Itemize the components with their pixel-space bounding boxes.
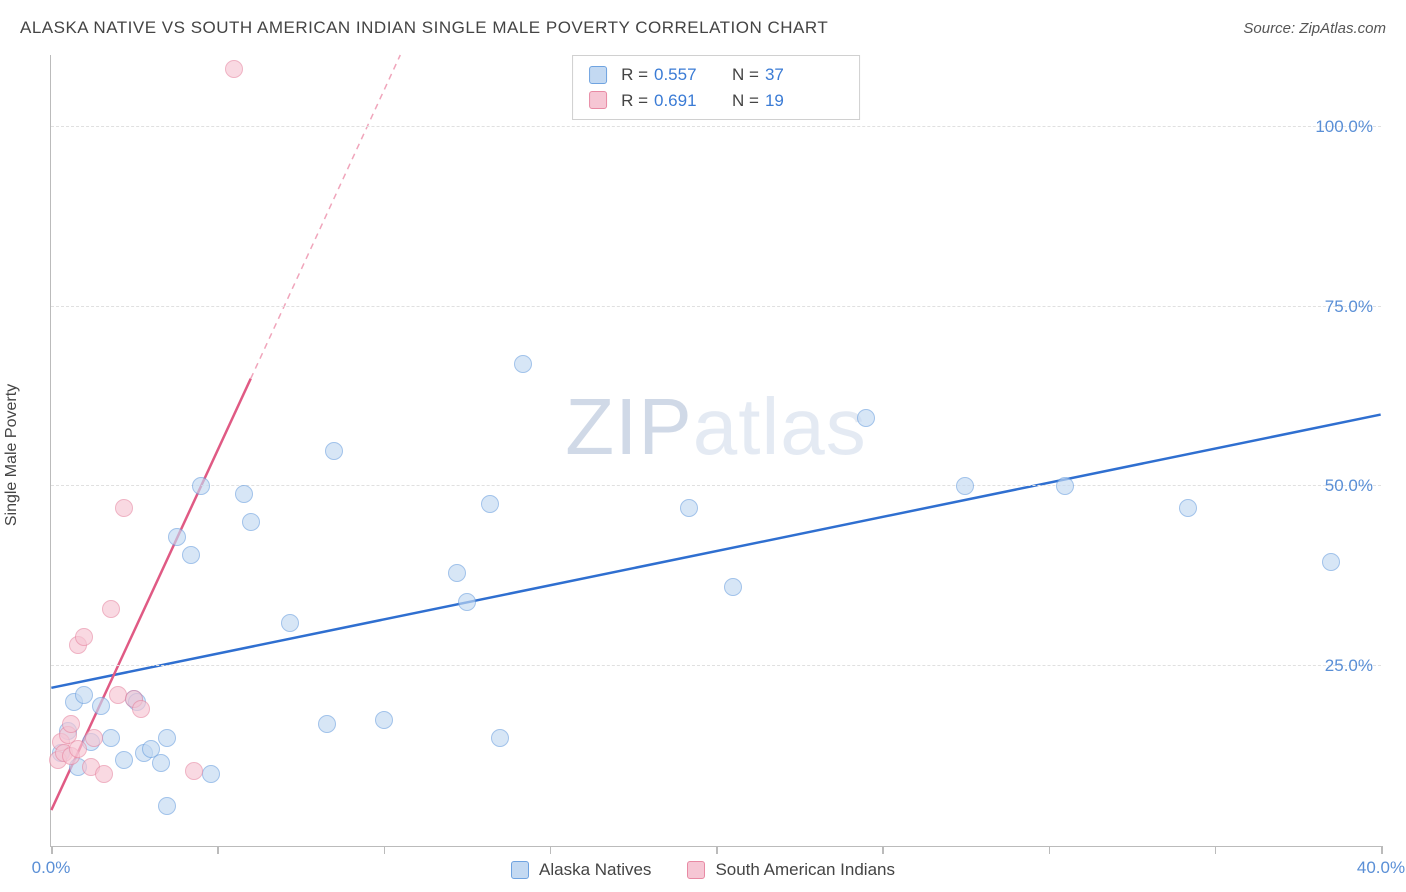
data-point	[109, 686, 127, 704]
n-label: N =	[732, 88, 759, 114]
data-point	[481, 495, 499, 513]
chart-title: ALASKA NATIVE VS SOUTH AMERICAN INDIAN S…	[20, 18, 828, 38]
x-tick	[217, 846, 219, 854]
x-tick	[716, 846, 718, 854]
gridline	[51, 126, 1381, 127]
data-point	[1179, 499, 1197, 517]
correlation-stats-box: R =0.557 N =37 R =0.691 N =19	[572, 55, 860, 120]
x-tick	[1381, 846, 1383, 854]
x-tick	[1049, 846, 1051, 854]
legend-label: Alaska Natives	[539, 860, 651, 880]
n-value: 37	[765, 62, 819, 88]
x-tick-label: 40.0%	[1357, 858, 1405, 878]
data-point	[102, 729, 120, 747]
x-tick	[882, 846, 884, 854]
data-point	[192, 477, 210, 495]
r-label: R =	[621, 62, 648, 88]
data-point	[1322, 553, 1340, 571]
x-tick-label: 0.0%	[32, 858, 71, 878]
y-axis-label: Single Male Poverty	[3, 384, 21, 526]
data-point	[281, 614, 299, 632]
watermark-light: atlas	[693, 382, 867, 471]
series-legend: Alaska Natives South American Indians	[511, 860, 895, 880]
y-tick-label: 25.0%	[1325, 656, 1373, 676]
data-point	[115, 499, 133, 517]
data-point	[458, 593, 476, 611]
data-point	[318, 715, 336, 733]
r-label: R =	[621, 88, 648, 114]
data-point	[152, 754, 170, 772]
legend-swatch	[589, 66, 607, 84]
data-point	[75, 628, 93, 646]
gridline	[51, 485, 1381, 486]
data-point	[69, 740, 87, 758]
data-point	[225, 60, 243, 78]
source-prefix: Source:	[1243, 20, 1299, 37]
legend-label: South American Indians	[715, 860, 895, 880]
x-tick	[384, 846, 386, 854]
legend-swatch	[687, 861, 705, 879]
x-tick	[550, 846, 552, 854]
stats-row: R =0.691 N =19	[589, 88, 843, 114]
trend-line	[51, 415, 1380, 688]
scatter-plot: ZIPatlas R =0.557 N =37 R =0.691 N =19 25.0…	[50, 55, 1381, 847]
x-tick	[1215, 846, 1217, 854]
n-label: N =	[732, 62, 759, 88]
watermark: ZIPatlas	[565, 381, 866, 473]
source-name: ZipAtlas.com	[1299, 20, 1386, 37]
legend-swatch	[589, 91, 607, 109]
data-point	[182, 546, 200, 564]
data-point	[491, 729, 509, 747]
legend-swatch	[511, 861, 529, 879]
data-point	[132, 700, 150, 718]
data-point	[325, 442, 343, 460]
data-point	[92, 697, 110, 715]
legend-item: Alaska Natives	[511, 860, 651, 880]
data-point	[102, 600, 120, 618]
y-tick-label: 75.0%	[1325, 297, 1373, 317]
data-point	[158, 729, 176, 747]
data-point	[1056, 477, 1074, 495]
data-point	[158, 797, 176, 815]
data-point	[857, 409, 875, 427]
gridline	[51, 665, 1381, 666]
data-point	[115, 751, 133, 769]
data-point	[242, 513, 260, 531]
n-value: 19	[765, 88, 819, 114]
x-tick	[51, 846, 53, 854]
chart-area: ZIPatlas R =0.557 N =37 R =0.691 N =19 25.0…	[50, 55, 1381, 847]
data-point	[448, 564, 466, 582]
stats-row: R =0.557 N =37	[589, 62, 843, 88]
gridline	[51, 306, 1381, 307]
legend-item: South American Indians	[687, 860, 895, 880]
data-point	[235, 485, 253, 503]
data-point	[95, 765, 113, 783]
data-point	[168, 528, 186, 546]
y-tick-label: 50.0%	[1325, 476, 1373, 496]
watermark-bold: ZIP	[565, 382, 692, 471]
data-point	[202, 765, 220, 783]
data-point	[85, 729, 103, 747]
trend-line	[251, 55, 401, 379]
data-point	[375, 711, 393, 729]
trend-lines-layer	[51, 55, 1381, 846]
data-point	[680, 499, 698, 517]
data-point	[514, 355, 532, 373]
r-value: 0.557	[654, 62, 708, 88]
data-point	[185, 762, 203, 780]
source-attribution: Source: ZipAtlas.com	[1243, 20, 1386, 37]
data-point	[75, 686, 93, 704]
data-point	[956, 477, 974, 495]
y-tick-label: 100.0%	[1315, 117, 1373, 137]
data-point	[724, 578, 742, 596]
data-point	[62, 715, 80, 733]
r-value: 0.691	[654, 88, 708, 114]
